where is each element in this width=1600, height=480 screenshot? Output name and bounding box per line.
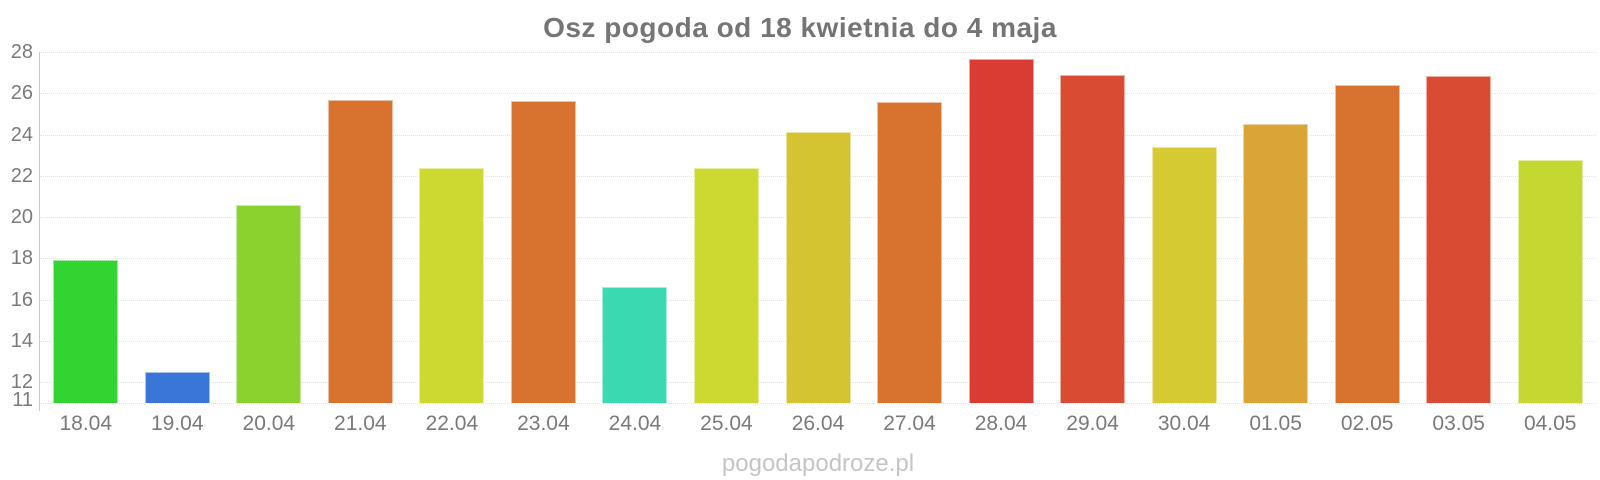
y-tick-label-12: 12 [10, 371, 33, 394]
x-tick-label-24.04: 24.04 [608, 412, 662, 435]
x-tick-label-27.04: 27.04 [883, 412, 936, 435]
chart-title: Osz pogoda od 18 kwietnia do 4 maja [543, 12, 1057, 43]
x-tick-label-22.04: 22.04 [425, 412, 479, 435]
bar-29.04[interactable] [1060, 74, 1126, 403]
bar-21.04[interactable] [327, 99, 393, 403]
y-tick-label-26: 26 [10, 82, 33, 105]
plot-area: 18.04 19.04 20.04 21.04 22.04 23.04 24.04 25.04… [40, 52, 1596, 435]
x-tick-label-01.05: 01.05 [1249, 412, 1302, 435]
x-tick-label-29.04: 29.04 [1066, 412, 1119, 435]
y-tick-label-18: 18 [10, 247, 33, 270]
bar-01.05[interactable] [1243, 124, 1309, 403]
y-tick-label-22: 22 [10, 164, 33, 187]
gridline-11 [40, 403, 1596, 404]
bar-24.04[interactable] [602, 287, 668, 403]
bar-25.04[interactable] [693, 167, 759, 403]
x-tick-label-04.05: 04.05 [1523, 412, 1577, 435]
x-tick-label-26.04: 26.04 [791, 412, 845, 435]
y-tick-label-20: 20 [10, 206, 33, 229]
y-tick-label-24: 24 [10, 123, 33, 146]
bar-03.05[interactable] [1426, 75, 1492, 403]
y-tick-label-28: 28 [10, 41, 33, 63]
bar-19.04[interactable] [144, 372, 210, 403]
x-tick-label-28.04: 28.04 [974, 412, 1028, 435]
x-tick-label-20.04: 20.04 [242, 412, 296, 435]
x-tick-label-25.04: 25.04 [700, 412, 753, 435]
bar-23.04[interactable] [510, 100, 576, 403]
x-tick-label-02.05: 02.05 [1340, 412, 1394, 435]
bar-20.04[interactable] [236, 204, 302, 403]
x-tick-label-30.04: 30.04 [1157, 412, 1211, 435]
bar-27.04[interactable] [877, 101, 943, 403]
bar-18.04[interactable] [53, 259, 119, 403]
bar-04.05[interactable] [1517, 160, 1583, 403]
y-tick-label-16: 16 [10, 288, 33, 311]
bar-28.04[interactable] [968, 59, 1034, 403]
x-tick-label-19.04: 19.04 [150, 412, 204, 435]
x-tick-label-18.04: 18.04 [59, 412, 113, 435]
x-tick-label-21.04: 21.04 [334, 412, 387, 435]
y-tick-label-11: 11 [12, 389, 33, 411]
y-axis-line [39, 52, 40, 411]
x-tick-label-03.05: 03.05 [1432, 412, 1485, 435]
bar-02.05[interactable] [1334, 85, 1400, 403]
gridline-28 [40, 52, 1596, 53]
bar-26.04[interactable] [785, 131, 851, 403]
watermark: pogodapodroze.pl [721, 450, 915, 477]
y-tick-label-14: 14 [10, 330, 33, 353]
bar-22.04[interactable] [419, 167, 485, 403]
gridline-26 [40, 93, 1596, 95]
x-tick-label-23.04: 23.04 [517, 412, 570, 435]
bar-30.04[interactable] [1151, 146, 1217, 403]
